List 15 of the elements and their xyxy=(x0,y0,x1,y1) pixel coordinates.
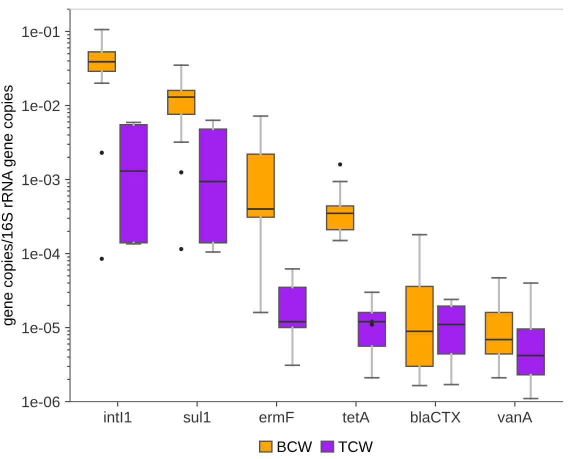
legend-label: BCW xyxy=(278,441,312,452)
y-tick-label: 1e-05 xyxy=(22,322,60,334)
x-tick-label: tetA xyxy=(342,412,370,423)
x-tick-label: vanA xyxy=(498,412,532,423)
legend-label: TCW xyxy=(338,441,373,452)
x-tick-label: blaCTX xyxy=(410,411,461,423)
y-tick-label: 1e-01 xyxy=(22,26,60,38)
x-tick-label: intI1 xyxy=(104,411,132,423)
y-tick-label: 1e-04 xyxy=(22,248,60,260)
y-tick-label: 1e-06 xyxy=(22,396,60,408)
x-tick-label: ermF xyxy=(259,412,294,423)
y-tick-label: 1e-03 xyxy=(22,174,60,186)
y-axis-title: gene copies/16S rRNA gene copies xyxy=(1,85,16,326)
y-tick-label: 1e-02 xyxy=(22,100,60,112)
x-tick-label: sul1 xyxy=(184,411,210,423)
